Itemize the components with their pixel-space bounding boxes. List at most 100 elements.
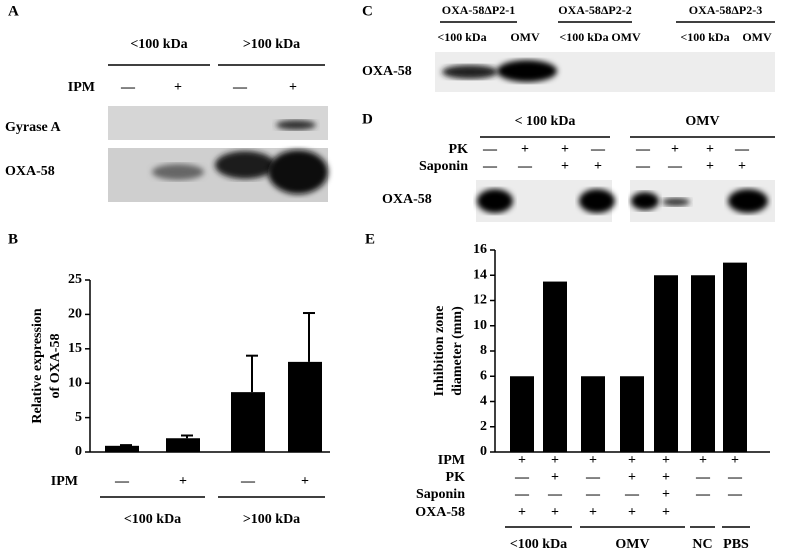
bar: [581, 376, 605, 452]
band: [631, 192, 659, 210]
sign: —: [482, 142, 498, 157]
y-tick-label: 25: [68, 272, 82, 287]
y-tick-label: 6: [480, 368, 487, 383]
sign: —: [517, 159, 533, 174]
y-axis-label: Relative expression: [30, 308, 45, 423]
band: [497, 60, 557, 82]
y-tick-label: 4: [480, 394, 487, 409]
y-axis-label: of OXA-58: [48, 334, 63, 399]
y-tick-label: 8: [480, 343, 487, 358]
y-tick-label: 2: [480, 419, 487, 434]
group-label: OMV: [615, 537, 649, 551]
band: [477, 189, 513, 213]
sign: —: [695, 487, 711, 502]
band: [215, 151, 275, 179]
row-label: Gyrase A: [5, 120, 61, 135]
panel-label: D: [362, 111, 373, 127]
sign: +: [628, 470, 636, 485]
sign: +: [628, 453, 636, 468]
sign: —: [727, 470, 743, 485]
sign: +: [662, 453, 670, 468]
lane-label: OMV: [742, 30, 772, 44]
sign: +: [662, 505, 670, 520]
group-label: <100 kDa: [124, 512, 181, 527]
sign: +: [551, 505, 559, 520]
sign: +: [561, 159, 569, 174]
row-label: OXA-58: [362, 64, 412, 79]
sign: +: [671, 142, 679, 157]
y-tick-label: 20: [68, 307, 82, 322]
sign: +: [174, 80, 182, 95]
sign: —: [635, 142, 651, 157]
bar: [620, 376, 644, 452]
bar: [231, 392, 265, 452]
sign: +: [289, 80, 297, 95]
group-label: >100 kDa: [243, 37, 300, 52]
sign: —: [695, 470, 711, 485]
lane-label: <100 kDa: [680, 30, 729, 44]
sign: —: [240, 474, 256, 489]
group-label: OMV: [685, 114, 719, 129]
bar: [510, 376, 534, 452]
sign: —: [482, 159, 498, 174]
lane-label: OMV: [510, 30, 540, 44]
y-tick-label: 0: [75, 444, 82, 459]
group-label: PBS: [723, 537, 749, 551]
sign: +: [589, 453, 597, 468]
sign: —: [114, 474, 130, 489]
sign: +: [706, 159, 714, 174]
sign: +: [521, 142, 529, 157]
sign: +: [518, 505, 526, 520]
sign: +: [589, 505, 597, 520]
y-axis-label: Inhibition zone: [432, 306, 447, 397]
y-tick-label: 16: [473, 242, 487, 257]
group-label: OXA-58ΔP2-3: [689, 3, 763, 17]
sign: —: [514, 470, 530, 485]
sign: +: [301, 474, 309, 489]
sign: +: [731, 453, 739, 468]
sign: +: [662, 487, 670, 502]
sign: —: [624, 487, 640, 502]
treatment-label: Saponin: [419, 159, 468, 174]
bar: [166, 438, 200, 452]
band: [579, 189, 615, 213]
group-label: <100 kDa: [510, 537, 567, 551]
bar: [691, 275, 715, 452]
bar: [723, 262, 747, 452]
lane-label: <100 kDa: [559, 30, 608, 44]
y-tick-label: 5: [75, 410, 82, 425]
sign: +: [518, 453, 526, 468]
band: [442, 65, 498, 79]
sign: —: [547, 487, 563, 502]
band: [152, 164, 204, 180]
band: [268, 150, 328, 194]
group-label: OXA-58ΔP2-1: [442, 3, 516, 17]
sign: +: [628, 505, 636, 520]
sign: —: [590, 142, 606, 157]
lane-label: OMV: [611, 30, 641, 44]
sign: +: [706, 142, 714, 157]
treatment-label: IPM: [51, 474, 78, 489]
y-tick-label: 10: [68, 375, 82, 390]
sign: +: [699, 453, 707, 468]
sign: —: [585, 470, 601, 485]
panel-label: C: [362, 3, 373, 19]
group-label: <100 kDa: [130, 37, 187, 52]
band: [662, 198, 690, 206]
band: [728, 189, 768, 213]
y-tick-label: 0: [480, 444, 487, 459]
y-axis-label: diameter (mm): [450, 306, 465, 396]
row-label: OXA-58: [5, 164, 55, 179]
sign: +: [561, 142, 569, 157]
sign: +: [551, 470, 559, 485]
bar: [105, 445, 139, 452]
group-label: OXA-58ΔP2-2: [558, 3, 632, 17]
band: [276, 120, 316, 130]
treatment-label: PK: [446, 470, 466, 485]
sign: +: [594, 159, 602, 174]
panel-label: A: [8, 3, 19, 19]
y-tick-label: 15: [68, 341, 82, 356]
treatment-label: IPM: [68, 80, 95, 95]
sign: —: [635, 159, 651, 174]
panel-label: E: [365, 231, 375, 247]
